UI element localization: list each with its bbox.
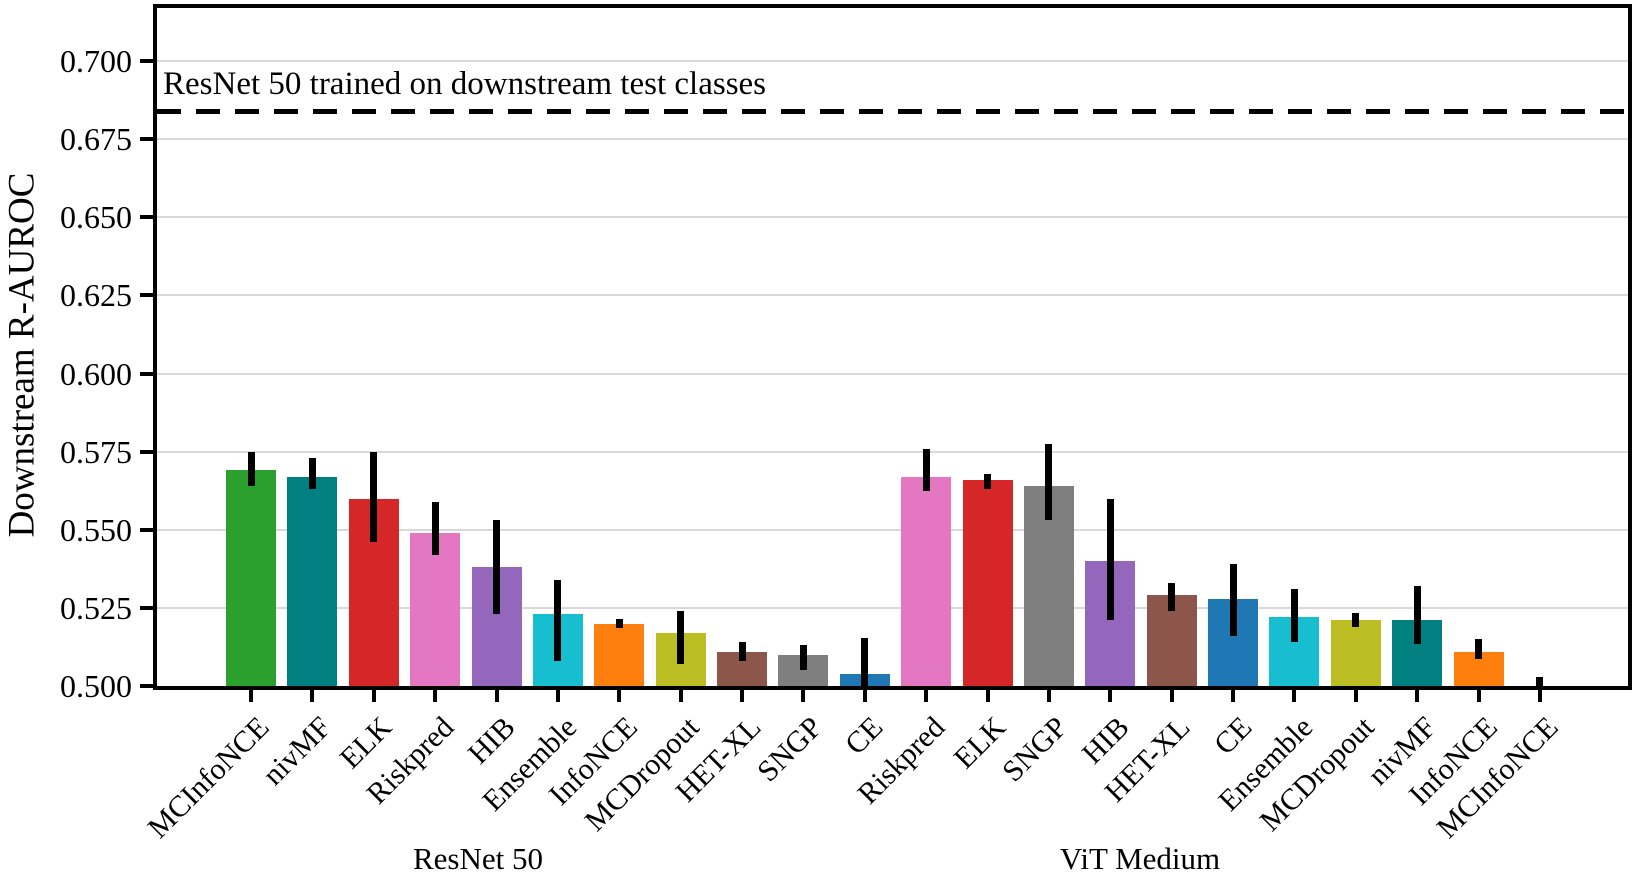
group-label-vit-medium: ViT Medium (1059, 841, 1221, 876)
error-bar-elk (370, 451, 378, 543)
y-tick-label: 0.600 (60, 355, 132, 392)
x-tick-label-mcinfonce: MCInfoNCE (141, 710, 276, 845)
gridline (157, 606, 1628, 609)
error-bar-het-xl (1168, 582, 1176, 611)
gridline (157, 528, 1628, 531)
x-tick (1415, 689, 1420, 702)
y-tick-label: 0.525 (60, 589, 132, 626)
x-tick (1292, 689, 1297, 702)
error-bar-sngp (799, 645, 807, 671)
error-bar-mcdropout (1352, 612, 1360, 627)
y-tick (140, 59, 157, 63)
error-bar-elk (984, 473, 992, 490)
x-tick (924, 689, 929, 702)
gridline (157, 60, 1628, 62)
x-tick (617, 689, 622, 702)
y-tick-label: 0.700 (60, 43, 132, 79)
x-tick-label-ce: CE (839, 710, 890, 762)
y-tick-label: 0.500 (60, 668, 132, 704)
gridline (157, 450, 1628, 453)
plot-area: ResNet 50 trained on downstream test cla… (157, 8, 1628, 686)
x-tick (1046, 689, 1051, 702)
reference-dashed-line (157, 109, 1628, 114)
error-bar-hib (1106, 498, 1114, 621)
error-bar-ensemble (554, 579, 562, 661)
error-bar-sngp (1045, 443, 1053, 521)
group-label-resnet50: ResNet 50 (412, 841, 544, 876)
y-tick-label: 0.625 (60, 277, 132, 314)
error-bar-infonce (615, 618, 623, 629)
bar-mcdropout-vit (1330, 620, 1381, 686)
x-tick (985, 689, 990, 702)
x-tick (801, 689, 806, 702)
gridline (157, 138, 1628, 141)
y-tick (140, 293, 157, 298)
error-bar-mcinfonce (1536, 676, 1544, 686)
x-tick (310, 689, 315, 702)
error-bar-riskpred (431, 501, 439, 555)
x-tick-label-nivmf: nivMF (256, 710, 338, 792)
x-tick (1108, 689, 1113, 702)
x-tick (678, 689, 683, 702)
x-tick (249, 689, 253, 702)
error-bar-infonce (1475, 639, 1483, 660)
x-tick (1353, 689, 1358, 702)
gridline (157, 294, 1628, 297)
x-tick-label-ce: CE (1207, 710, 1259, 762)
error-bar-riskpred (922, 448, 930, 491)
x-tick (555, 689, 560, 702)
error-bar-hib (493, 520, 501, 615)
x-tick (1169, 689, 1174, 702)
y-tick-label: 0.575 (60, 433, 132, 470)
x-tick (740, 689, 745, 702)
gridline (157, 372, 1628, 375)
error-bar-ce (1229, 564, 1237, 636)
y-tick (140, 449, 157, 454)
x-tick (494, 689, 499, 702)
bar-elk-vit (962, 479, 1013, 686)
error-bar-het-xl (738, 642, 746, 661)
gridline (157, 216, 1628, 219)
y-tick (140, 684, 157, 688)
error-bar-mcdropout (677, 611, 685, 665)
x-tick-label-sngp: SNGP (996, 710, 1074, 789)
y-tick-label: 0.675 (60, 121, 132, 158)
x-tick (1476, 689, 1481, 702)
y-tick (140, 605, 157, 610)
x-tick-label-sngp: SNGP (750, 710, 829, 789)
bar-riskpred-resnet50 (410, 532, 461, 686)
error-bar-ensemble (1290, 589, 1298, 643)
x-tick (433, 689, 438, 702)
x-tick (1537, 689, 1542, 702)
error-bar-mcinfonce (247, 451, 255, 486)
y-tick (140, 527, 157, 532)
y-tick (140, 137, 157, 142)
y-tick-label: 0.650 (60, 199, 132, 236)
x-tick (862, 689, 867, 702)
x-tick (371, 689, 376, 702)
y-tick (140, 215, 157, 220)
error-bar-ce (861, 637, 869, 686)
error-bar-nivmf (308, 457, 316, 490)
bar-infonce-resnet50 (594, 623, 645, 686)
bar-riskpred-vit (901, 476, 952, 686)
bar-nivmf-resnet50 (287, 476, 338, 686)
error-bar-nivmf (1413, 586, 1421, 644)
y-tick-label: 0.550 (60, 511, 132, 548)
x-tick (1231, 689, 1236, 702)
y-tick (140, 371, 157, 376)
reference-line-label: ResNet 50 trained on downstream test cla… (163, 66, 767, 102)
bar-mcinfonce-resnet50 (226, 470, 276, 686)
